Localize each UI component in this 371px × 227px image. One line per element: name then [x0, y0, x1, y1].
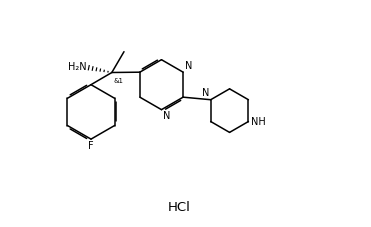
Text: N: N — [185, 61, 193, 71]
Text: HCl: HCl — [168, 202, 191, 215]
Text: NH: NH — [251, 116, 266, 126]
Text: &1: &1 — [114, 78, 124, 84]
Text: H₂N: H₂N — [68, 62, 86, 72]
Text: F: F — [88, 141, 94, 151]
Text: N: N — [163, 111, 171, 121]
Text: N: N — [202, 88, 209, 98]
